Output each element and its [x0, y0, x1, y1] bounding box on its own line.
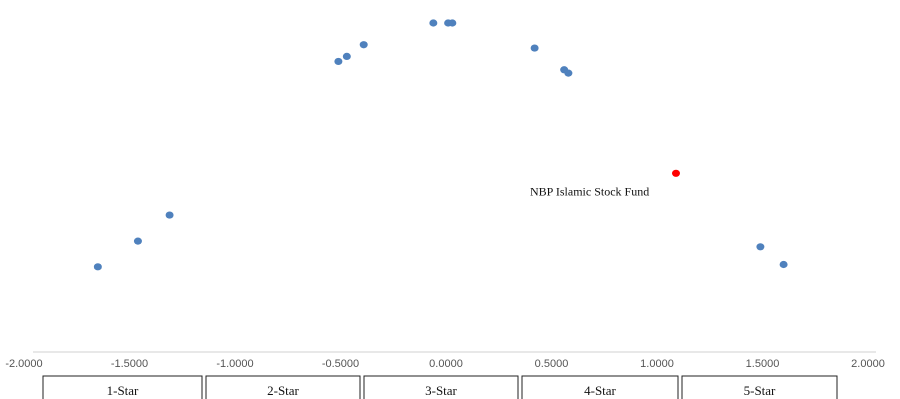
rating-band-label: 2-Star [267, 383, 299, 398]
fund-point [93, 263, 102, 271]
fund-point [342, 52, 351, 61]
star-rating-bands: 1-Star 2-Star 3-Star 4-Star 5-Star [42, 375, 838, 399]
fund-point [429, 19, 438, 27]
annotations: NBP Islamic Stock Fund [530, 184, 649, 198]
rating-band-label: 4-Star [584, 383, 616, 398]
fund-point [334, 57, 343, 66]
rating-band-box [363, 375, 519, 399]
fund-point [133, 237, 142, 245]
fund-point [564, 69, 573, 77]
fund-point [756, 243, 765, 251]
x-tick-label: -1.0000 [216, 358, 253, 370]
x-tick-label: 1.0000 [640, 358, 674, 370]
x-tick-label: 2.0000 [851, 358, 885, 370]
rating-band-box [42, 375, 203, 399]
fund-point [448, 19, 457, 27]
rating-band-box [681, 375, 838, 399]
x-tick-label: 0.5000 [535, 358, 569, 370]
rating-band-box [205, 375, 361, 399]
fund-point [530, 44, 539, 52]
fund-point [165, 211, 174, 219]
rating-band-label: 5-Star [744, 383, 776, 398]
x-tick-label: -0.5000 [322, 358, 359, 370]
rating-band-box [521, 375, 679, 399]
fund-point [779, 260, 788, 269]
rating-band-label: 1-Star [107, 383, 139, 398]
x-tick-label: 0.0000 [429, 358, 463, 370]
x-axis: -2.0000 -1.5000 -1.0000 -0.5000 0.0000 0.5000… [5, 351, 885, 370]
fund-annotation-label: NBP Islamic Stock Fund [530, 184, 649, 198]
highlighted-fund-point [671, 169, 680, 177]
data-points [93, 19, 788, 271]
x-tick-label: -2.0000 [5, 358, 42, 370]
rating-band-label: 3-Star [425, 383, 457, 398]
fund-point [359, 41, 368, 49]
x-tick-label: -1.5000 [111, 358, 148, 370]
x-tick-label: 1.5000 [746, 358, 780, 370]
